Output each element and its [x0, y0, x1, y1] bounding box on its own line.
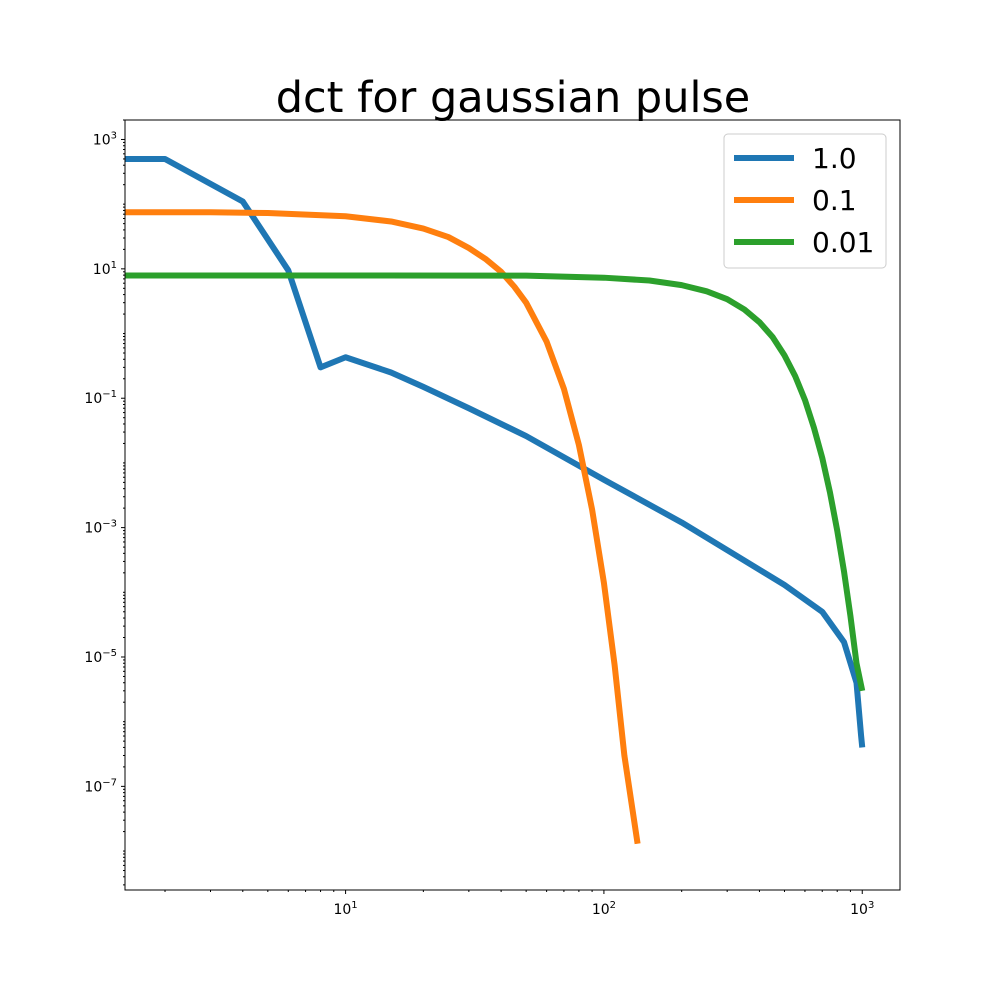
tick-exponent: 1	[351, 900, 357, 911]
series-line-2	[125, 272, 866, 692]
y-tick-label: 103	[93, 130, 117, 148]
chart-title: dct for gaussian pulse	[276, 73, 751, 123]
y-tick-label: 10−7	[84, 777, 117, 795]
tick-exponent: 1	[111, 260, 117, 271]
tick-exponent: −7	[102, 777, 117, 788]
x-axis: 101 102 103	[164, 890, 874, 918]
legend: 1.0 0.1 0.01	[723, 133, 887, 269]
tick-base: 10	[592, 902, 610, 918]
tick-base: 10	[84, 521, 102, 537]
tick-exponent: −3	[102, 519, 117, 530]
y-tick-label: 101	[93, 260, 117, 278]
plot-area	[125, 155, 866, 845]
tick-base: 10	[333, 902, 351, 918]
tick-exponent: −5	[102, 648, 117, 659]
tick-base: 10	[84, 650, 102, 666]
tick-exponent: 3	[868, 900, 874, 911]
legend-label-1: 0.1	[812, 184, 857, 217]
tick-exponent: −1	[102, 389, 117, 400]
tick-base: 10	[93, 132, 111, 148]
tick-base: 10	[850, 902, 868, 918]
tick-base: 10	[84, 779, 102, 795]
legend-label-0: 1.0	[812, 142, 857, 175]
legend-label-2: 0.01	[812, 226, 874, 259]
tick-exponent: 3	[111, 130, 117, 141]
tick-exponent: 2	[610, 900, 616, 911]
y-tick-label: 10−3	[84, 519, 117, 537]
legend-box	[723, 133, 887, 269]
axes-frame	[124, 119, 901, 891]
x-tick-label: 103	[850, 900, 874, 918]
y-tick-label: 10−5	[84, 648, 117, 666]
y-tick-label: 10−1	[84, 389, 117, 407]
x-tick-label: 101	[333, 900, 357, 918]
tick-base: 10	[93, 262, 111, 278]
tick-base: 10	[84, 391, 102, 407]
x-tick-label: 102	[592, 900, 616, 918]
series-line-0	[125, 155, 866, 748]
series-line-1	[125, 209, 641, 845]
